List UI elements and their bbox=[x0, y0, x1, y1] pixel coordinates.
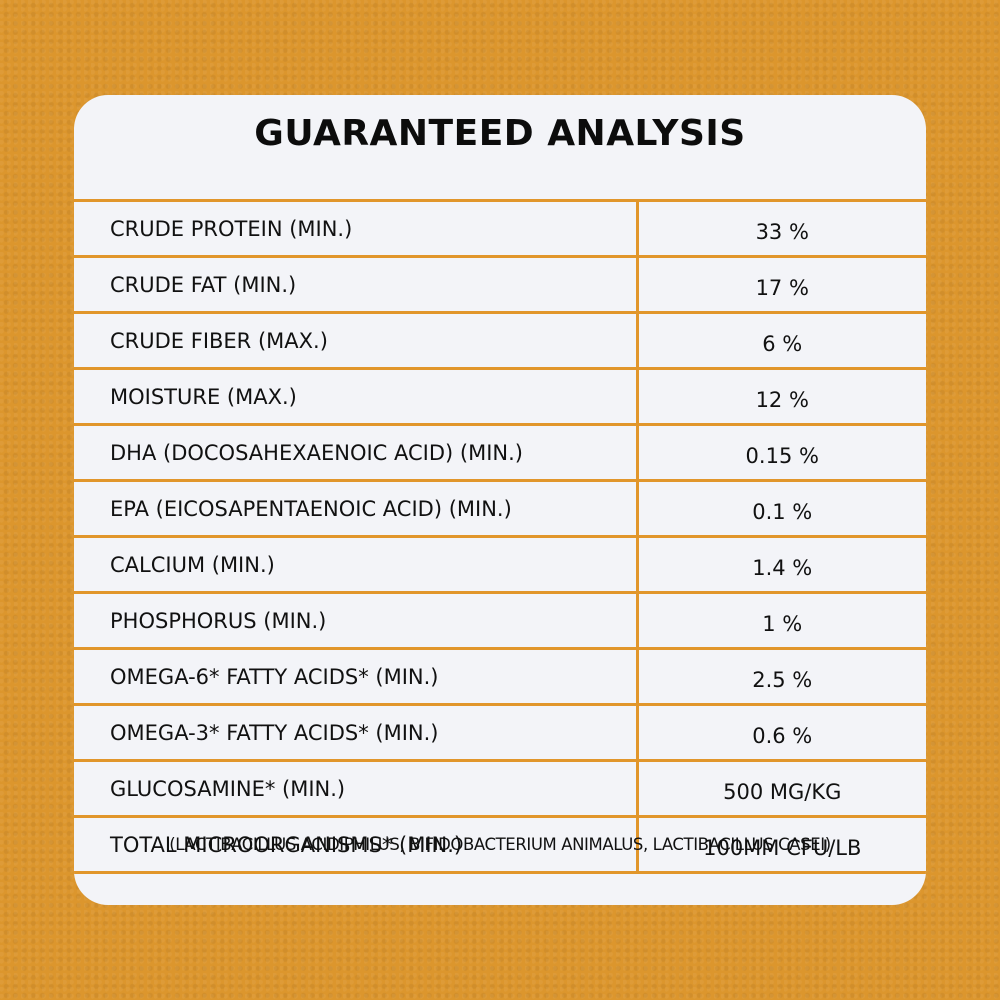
table-row: MOISTURE (MAX.) 12 % bbox=[74, 367, 926, 425]
table-row: CRUDE FAT (MIN.) 17 % bbox=[74, 255, 926, 313]
table-row: DHA (DOCOSAHEXAENOIC ACID) (MIN.) 0.15 % bbox=[74, 423, 926, 481]
nutrient-value: 0.15 % bbox=[637, 423, 926, 481]
nutrient-value: 500 MG/KG bbox=[637, 759, 926, 817]
nutrient-value: 100MM CFU/LB bbox=[637, 815, 926, 874]
table-row: GLUCOSAMINE* (MIN.) 500 MG/KG bbox=[74, 759, 926, 817]
nutrient-name: OMEGA-3* FATTY ACIDS* (MIN.) bbox=[74, 703, 639, 761]
footnote: (LACTIBACILLUS ACIDIPHILUS, BIFIDOBACTER… bbox=[169, 835, 831, 854]
table-row: OMEGA-3* FATTY ACIDS* (MIN.) 0.6 % bbox=[74, 703, 926, 761]
nutrient-value: 6 % bbox=[637, 311, 926, 369]
nutrient-name: GLUCOSAMINE* (MIN.) bbox=[74, 759, 639, 817]
nutrient-name: DHA (DOCOSAHEXAENOIC ACID) (MIN.) bbox=[74, 423, 639, 481]
nutrient-value: 1.4 % bbox=[637, 535, 926, 593]
nutrient-name: OMEGA-6* FATTY ACIDS* (MIN.) bbox=[74, 647, 639, 705]
table-row: EPA (EICOSAPENTAENOIC ACID) (MIN.) 0.1 % bbox=[74, 479, 926, 537]
nutrient-name: TOTAL MICROORGANISMS* (MIN.) bbox=[74, 815, 639, 874]
table-row: CRUDE FIBER (MAX.) 6 % bbox=[74, 311, 926, 369]
analysis-table: CRUDE PROTEIN (MIN.) 33 % CRUDE FAT (MIN.)… bbox=[74, 199, 926, 874]
nutrient-name: MOISTURE (MAX.) bbox=[74, 367, 639, 425]
nutrient-name: EPA (EICOSAPENTAENOIC ACID) (MIN.) bbox=[74, 479, 639, 537]
nutrient-value: 17 % bbox=[637, 255, 926, 313]
nutrient-name: PHOSPHORUS (MIN.) bbox=[74, 591, 639, 649]
nutrient-name: CALCIUM (MIN.) bbox=[74, 535, 639, 593]
nutrient-value: 1 % bbox=[637, 591, 926, 649]
analysis-card: GUARANTEED ANALYSIS CRUDE PROTEIN (MIN.)… bbox=[74, 95, 926, 905]
nutrient-value: 2.5 % bbox=[637, 647, 926, 705]
table-row: OMEGA-6* FATTY ACIDS* (MIN.) 2.5 % bbox=[74, 647, 926, 705]
nutrient-value: 0.1 % bbox=[637, 479, 926, 537]
nutrient-value: 33 % bbox=[637, 199, 926, 257]
page-title: GUARANTEED ANALYSIS bbox=[254, 113, 746, 154]
nutrient-value: 12 % bbox=[637, 367, 926, 425]
table-row: CALCIUM (MIN.) 1.4 % bbox=[74, 535, 926, 593]
table-row: PHOSPHORUS (MIN.) 1 % bbox=[74, 591, 926, 649]
nutrient-name: CRUDE PROTEIN (MIN.) bbox=[74, 199, 639, 257]
nutrient-name: CRUDE FAT (MIN.) bbox=[74, 255, 639, 313]
table-row: CRUDE PROTEIN (MIN.) 33 % bbox=[74, 199, 926, 257]
nutrient-value: 0.6 % bbox=[637, 703, 926, 761]
nutrient-name: CRUDE FIBER (MAX.) bbox=[74, 311, 639, 369]
table-row: TOTAL MICROORGANISMS* (MIN.) 100MM CFU/LB bbox=[74, 815, 926, 874]
